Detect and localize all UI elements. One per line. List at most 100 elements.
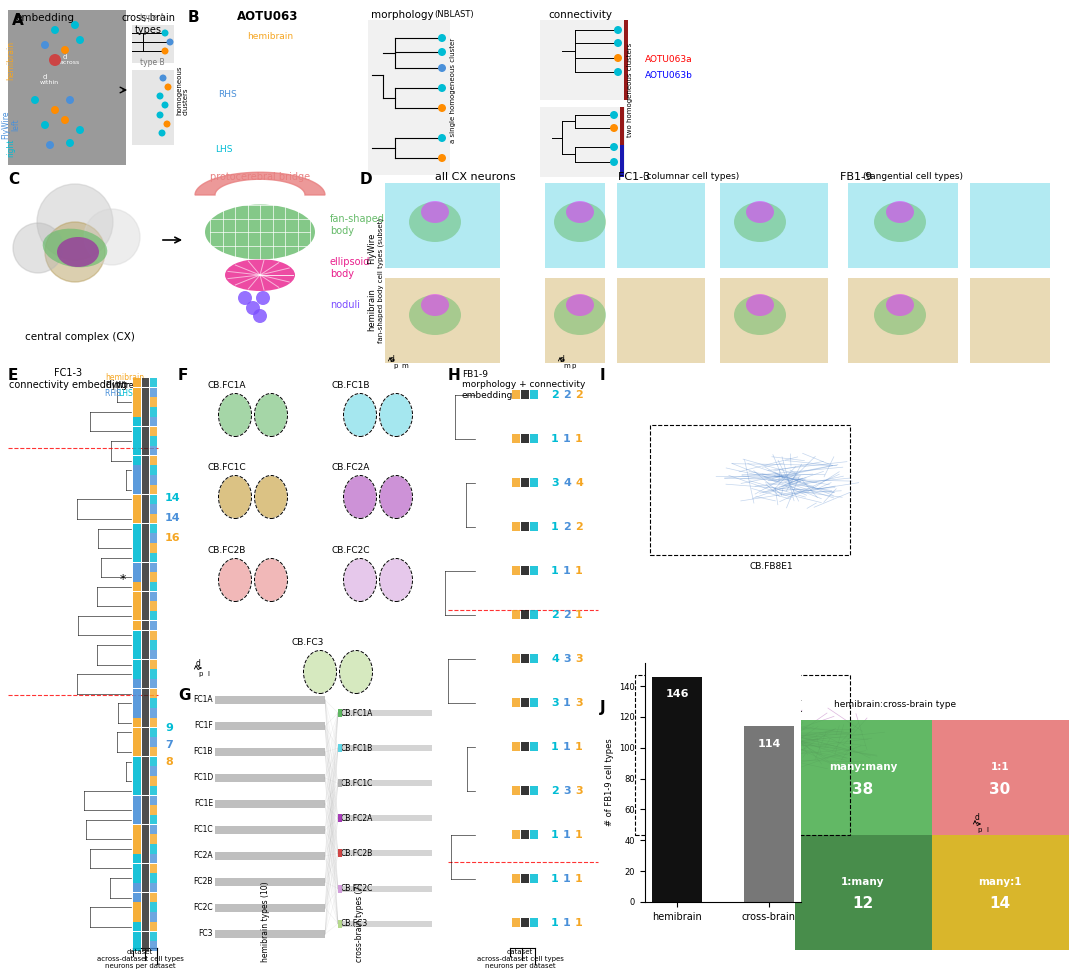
Bar — [150, 485, 157, 494]
Bar — [150, 660, 157, 669]
Bar — [133, 611, 141, 620]
Bar — [150, 563, 157, 572]
Bar — [150, 688, 157, 698]
Text: 2: 2 — [563, 390, 571, 400]
Text: 3: 3 — [576, 698, 583, 708]
Bar — [133, 398, 141, 407]
Bar — [530, 742, 538, 751]
Circle shape — [162, 48, 168, 55]
Circle shape — [438, 84, 446, 92]
Bar — [150, 611, 157, 620]
Circle shape — [60, 46, 69, 54]
Text: d: d — [390, 355, 395, 364]
Bar — [133, 776, 141, 786]
Text: LHS: LHS — [118, 389, 133, 398]
Text: 1: 1 — [563, 742, 571, 752]
Bar — [342, 780, 432, 786]
Bar — [215, 904, 325, 912]
Bar — [521, 918, 529, 927]
Circle shape — [162, 101, 168, 108]
Ellipse shape — [345, 559, 376, 601]
Text: (columnar cell types): (columnar cell types) — [643, 172, 739, 181]
Bar — [150, 679, 157, 688]
Bar — [150, 854, 157, 863]
Circle shape — [164, 84, 172, 91]
Bar — [530, 566, 538, 575]
Bar — [141, 874, 149, 882]
Text: 1: 1 — [551, 742, 558, 752]
Bar — [150, 446, 157, 455]
Circle shape — [610, 143, 618, 151]
Text: dataset: dataset — [126, 949, 153, 955]
Bar — [141, 913, 149, 921]
Bar — [141, 514, 149, 524]
Text: connectivity: connectivity — [548, 10, 612, 20]
Text: 1: 1 — [576, 434, 583, 444]
Text: neurons per dataset: neurons per dataset — [485, 963, 555, 969]
Ellipse shape — [345, 394, 376, 436]
Text: CB.FC1A: CB.FC1A — [341, 709, 374, 718]
Bar — [652, 677, 702, 902]
Bar — [970, 183, 1050, 268]
Bar — [512, 434, 519, 443]
Ellipse shape — [345, 476, 376, 518]
Bar — [150, 543, 157, 553]
Ellipse shape — [255, 559, 287, 601]
Text: 1: 1 — [551, 830, 558, 840]
Ellipse shape — [43, 229, 107, 267]
Text: AOTU063: AOTU063 — [237, 10, 298, 23]
Bar — [521, 522, 529, 531]
Bar — [133, 475, 141, 485]
Bar — [512, 566, 519, 575]
Text: CB.FC2B: CB.FC2B — [207, 546, 245, 555]
Bar — [368, 20, 450, 175]
Text: 1: 1 — [551, 522, 558, 532]
Text: AOTU063b: AOTU063b — [645, 70, 693, 80]
Bar — [133, 679, 141, 688]
Text: 8: 8 — [165, 757, 173, 767]
Text: FC1D: FC1D — [192, 773, 213, 783]
Text: d: d — [63, 54, 67, 60]
Text: within: within — [40, 81, 59, 86]
Bar — [133, 835, 141, 844]
Bar — [141, 747, 149, 757]
Text: *: * — [120, 573, 126, 587]
Bar — [512, 654, 519, 663]
Bar — [338, 849, 342, 857]
Bar — [744, 726, 794, 902]
Circle shape — [71, 21, 79, 29]
Text: across: across — [60, 60, 80, 65]
Bar — [133, 650, 141, 659]
Circle shape — [49, 54, 60, 66]
Bar — [150, 455, 157, 465]
Ellipse shape — [886, 201, 914, 223]
Text: 1:1: 1:1 — [990, 762, 1010, 772]
Bar — [141, 718, 149, 727]
Bar — [133, 913, 141, 921]
Polygon shape — [195, 173, 325, 195]
Bar — [133, 465, 141, 475]
Bar — [141, 679, 149, 688]
Text: ellipsoid
body: ellipsoid body — [330, 257, 370, 279]
Ellipse shape — [219, 559, 251, 601]
Bar — [133, 524, 141, 533]
Bar — [338, 814, 342, 822]
Bar — [141, 893, 149, 902]
Bar — [521, 434, 529, 443]
Circle shape — [438, 104, 446, 112]
Bar — [338, 709, 342, 717]
Circle shape — [615, 68, 622, 76]
Bar — [215, 800, 325, 808]
Text: 30: 30 — [989, 782, 1011, 797]
Bar — [133, 504, 141, 514]
Bar — [530, 434, 538, 443]
Text: 1: 1 — [576, 874, 583, 884]
Text: FC1-3: FC1-3 — [618, 172, 653, 182]
Bar — [150, 922, 157, 931]
Text: many:many: many:many — [828, 762, 897, 772]
Bar — [141, 582, 149, 592]
Bar — [141, 941, 149, 951]
Circle shape — [615, 39, 622, 47]
Bar — [150, 572, 157, 582]
Bar — [342, 815, 432, 821]
